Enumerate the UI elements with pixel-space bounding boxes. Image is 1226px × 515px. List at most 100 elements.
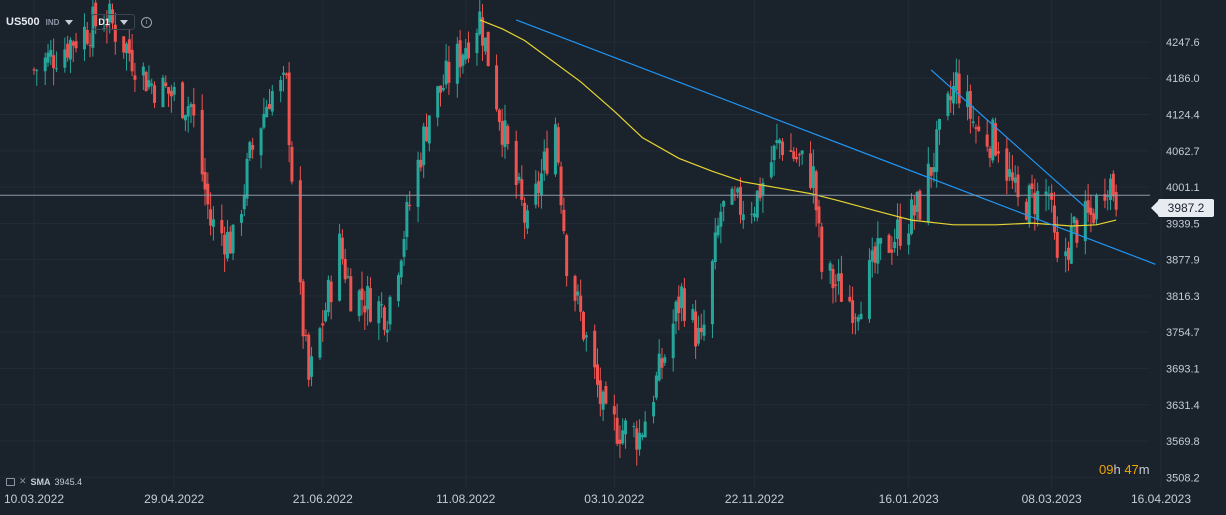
candle-body — [402, 239, 406, 257]
candle-body — [949, 96, 953, 101]
candle-body — [800, 150, 804, 155]
candle-body — [503, 120, 507, 148]
candle-body — [957, 73, 961, 104]
candle-body — [848, 296, 852, 302]
candle-body — [483, 37, 487, 52]
candle-body — [752, 213, 756, 217]
candle-body — [228, 231, 232, 254]
candle-body — [189, 104, 193, 108]
candle-body — [898, 216, 902, 246]
candle-body — [851, 300, 855, 323]
candle-body — [795, 156, 799, 160]
candle-body — [82, 26, 86, 50]
candle-body — [809, 153, 813, 188]
candle-body — [814, 171, 818, 211]
candle-body — [696, 327, 700, 344]
candle-body — [181, 82, 185, 119]
candle-body — [618, 439, 622, 444]
candle-body — [385, 329, 389, 333]
sma-label: SMA — [30, 476, 51, 487]
symbol-label[interactable]: US500 — [6, 16, 40, 28]
remove-indicator-icon[interactable]: ✕ — [19, 476, 27, 486]
candle-body — [290, 146, 294, 182]
candle-body — [54, 68, 58, 70]
candle-body — [596, 364, 599, 385]
candle-body — [1030, 183, 1034, 190]
candle-body — [579, 295, 583, 312]
trend-line — [930, 69, 1086, 208]
y-tick-label: 3631.4 — [1166, 400, 1200, 412]
candle-body — [164, 82, 168, 87]
candle-body — [68, 39, 72, 60]
candle-body — [1075, 220, 1079, 243]
candle-body — [996, 151, 1000, 154]
info-icon[interactable]: i — [140, 16, 152, 28]
symbol-dropdown-icon[interactable] — [65, 19, 74, 25]
candle-body — [427, 115, 431, 144]
candle-body — [699, 327, 703, 333]
candle-body — [761, 182, 765, 196]
candle-body — [781, 141, 785, 155]
candle-body — [985, 134, 989, 147]
candle-body — [867, 260, 871, 320]
candle-body — [1005, 148, 1009, 181]
candle-body — [267, 104, 271, 109]
candle-body — [225, 231, 229, 259]
candle-body — [710, 260, 714, 325]
candle-body — [525, 210, 529, 229]
candle-body — [259, 128, 263, 156]
candle-body — [211, 219, 215, 227]
candle-body — [909, 199, 913, 234]
candle-body — [486, 31, 490, 67]
x-tick-label: 29.04.2022 — [144, 492, 204, 506]
candle-body — [918, 190, 922, 220]
candle-body — [730, 188, 734, 205]
candle-body — [879, 238, 883, 244]
y-tick-label: 4001.1 — [1166, 182, 1200, 194]
candle-body — [797, 154, 801, 156]
candle-body — [200, 109, 204, 175]
candle-body — [834, 284, 838, 286]
candle-body — [671, 323, 675, 359]
candle-body — [778, 139, 782, 144]
visibility-icon[interactable] — [6, 477, 15, 486]
candle-body — [1092, 213, 1096, 224]
candle-body — [206, 183, 210, 205]
candle-body — [279, 80, 283, 92]
candle-body — [231, 224, 235, 254]
candle-body — [46, 52, 50, 63]
candle-body — [458, 40, 462, 68]
candle-body — [539, 173, 543, 196]
candle-body — [130, 49, 134, 72]
candle-body — [988, 148, 992, 158]
candle-body — [416, 159, 420, 207]
candle-body — [612, 406, 616, 415]
candle-body — [576, 291, 580, 296]
candle-body — [713, 232, 717, 263]
candle-body — [223, 234, 227, 255]
candle-body — [643, 421, 647, 438]
candle-body — [954, 72, 958, 91]
candle-body — [475, 32, 479, 54]
candle-body — [856, 317, 860, 322]
candle-body — [907, 233, 911, 245]
candle-body — [108, 3, 112, 23]
x-tick-label: 16.04.2023 — [1131, 492, 1191, 506]
candle-body — [343, 258, 347, 280]
candle-body — [974, 127, 978, 129]
candle-body — [186, 106, 190, 117]
candle-body — [895, 219, 899, 240]
candle-body — [652, 402, 656, 417]
candle-body — [52, 55, 56, 69]
timeframe-selector[interactable]: D1 — [91, 14, 135, 30]
exchange-label: IND — [45, 17, 60, 27]
candle-body — [419, 159, 423, 168]
candle-body — [1064, 251, 1068, 257]
candle-body — [828, 263, 832, 271]
candle-body — [935, 129, 939, 172]
candle-body — [1050, 192, 1054, 200]
candle-body — [811, 166, 815, 189]
y-tick-label: 4247.6 — [1166, 37, 1200, 49]
candle-body — [792, 151, 796, 159]
